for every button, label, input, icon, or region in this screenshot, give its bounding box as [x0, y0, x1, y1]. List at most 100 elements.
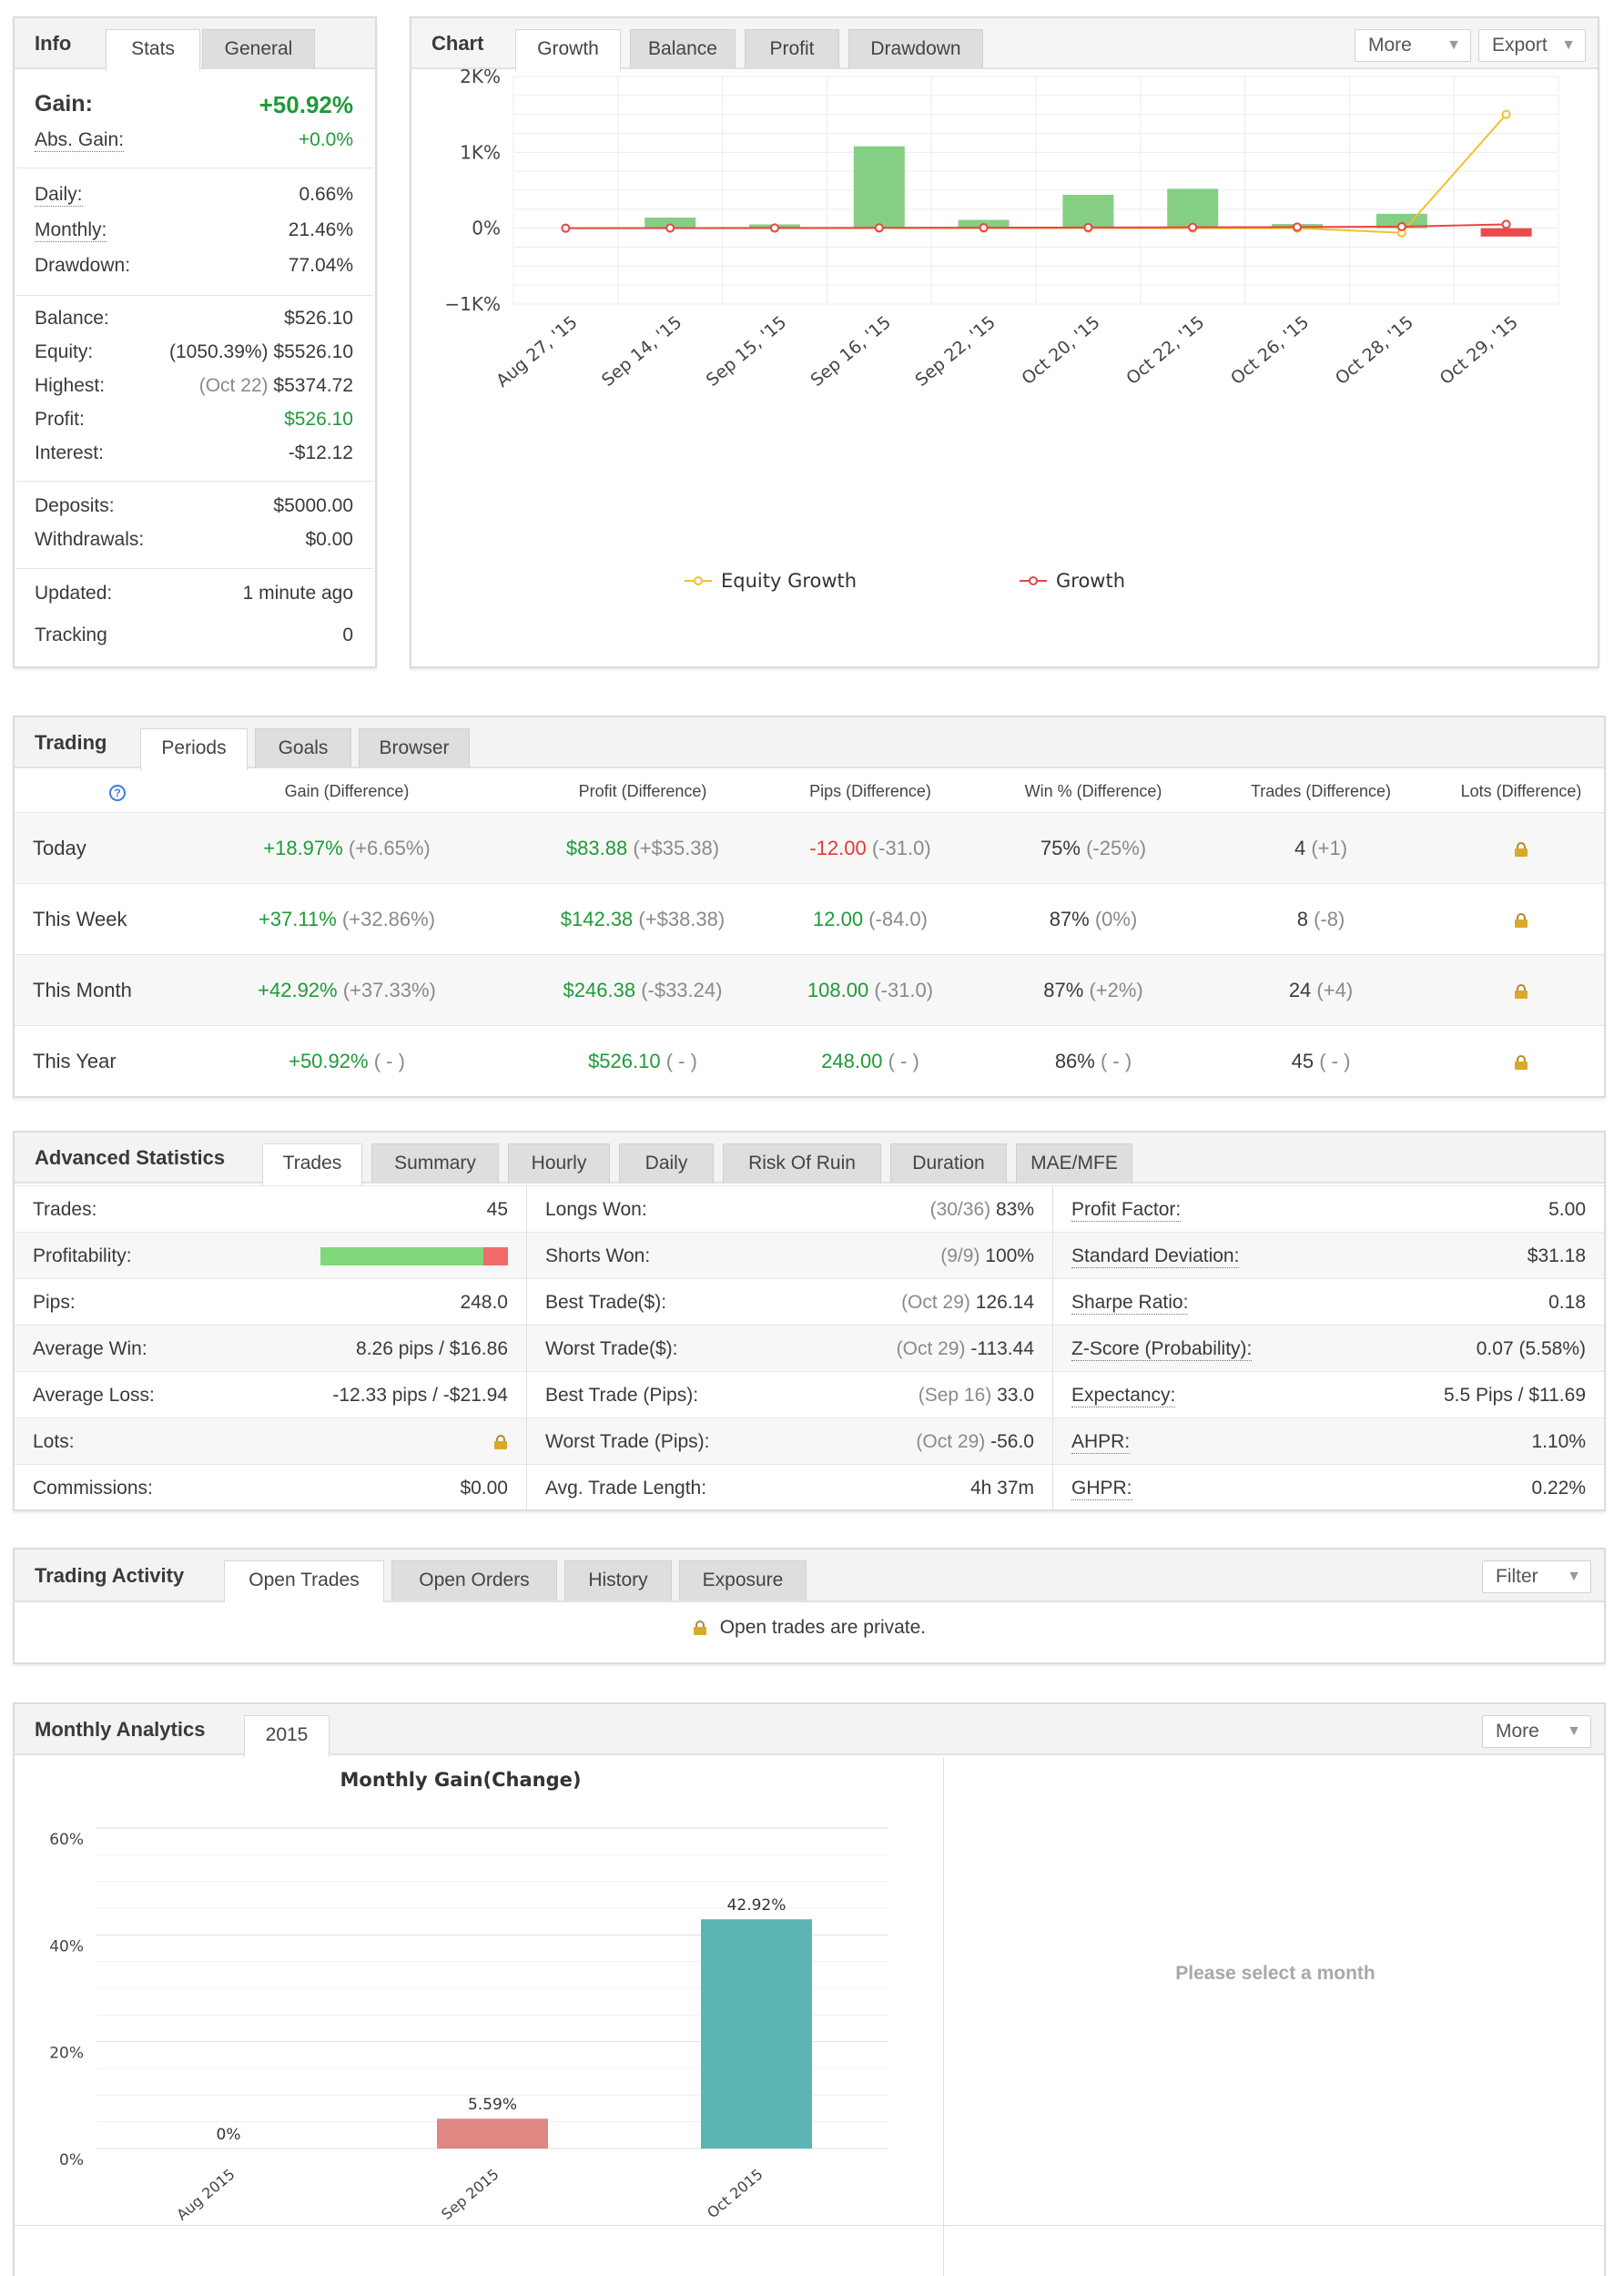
growth-point — [1188, 222, 1198, 232]
trades-difference: (+4) — [1316, 979, 1354, 1001]
stat-value-group: (Oct 29) -113.44 — [897, 1326, 1034, 1372]
legend-marker — [694, 576, 703, 585]
export-label: Export — [1492, 35, 1548, 56]
stat-label: Worst Trade (Pips): — [545, 1431, 710, 1452]
stat-label[interactable]: Sharpe Ratio: — [1071, 1292, 1189, 1315]
table-row: Today +18.97% (+6.65%) $83.88 (+$35.38) -12… — [15, 812, 1604, 883]
col-header-win: Win % (Difference) — [1024, 782, 1162, 800]
divider — [16, 295, 373, 296]
monthly-title: Monthly Analytics — [35, 1718, 206, 1741]
chart-title: Chart — [431, 32, 484, 55]
daily-label[interactable]: Daily: — [35, 184, 83, 207]
stat-value: -56.0 — [990, 1431, 1034, 1452]
stat-row: Average Win: 8.26 pips / $16.86 — [15, 1325, 526, 1371]
stat-value: 5.5 Pips / $11.69 — [1443, 1385, 1586, 1406]
withdrawals-value: $0.00 — [305, 529, 353, 550]
profit-difference: (+$35.38) — [633, 837, 720, 859]
tab-2015[interactable]: 2015 — [244, 1715, 330, 1757]
stat-row: Best Trade (Pips): (Sep 16) 33.0 — [527, 1371, 1052, 1417]
monthly-label[interactable]: Monthly: — [35, 219, 107, 242]
stat-value: -113.44 — [970, 1338, 1034, 1359]
more-dropdown[interactable]: More ▼ — [1355, 29, 1471, 62]
drawdown-label: Drawdown: — [35, 255, 131, 276]
stat-row: Profitability: — [15, 1232, 526, 1278]
stat-value-group: (Oct 29) -56.0 — [916, 1418, 1034, 1465]
x-tick-label: Sep 2015 — [438, 2166, 502, 2223]
cell-pips: 248.00 ( - ) — [752, 1026, 989, 1097]
growth-bar — [645, 218, 696, 229]
stat-value: 0.18 — [1548, 1292, 1586, 1313]
stat-value-group: 0.07 (5.58%) — [1477, 1326, 1586, 1372]
cell-gain: +18.97% (+6.65%) — [197, 813, 497, 884]
stat-label[interactable]: AHPR: — [1071, 1431, 1131, 1454]
tab-stats[interactable]: Stats — [106, 29, 200, 71]
stat-row: Expectancy: 5.5 Pips / $11.69 — [1053, 1371, 1604, 1417]
export-dropdown[interactable]: Export ▼ — [1478, 29, 1586, 62]
tab-periods[interactable]: Periods — [140, 728, 248, 770]
activity-title: Trading Activity — [35, 1564, 185, 1587]
divider — [16, 568, 373, 569]
stat-label: Worst Trade($): — [545, 1338, 678, 1359]
stat-label[interactable]: Z-Score (Probability): — [1071, 1338, 1253, 1361]
info-header: Info Stats General — [15, 18, 375, 71]
win-value: 86% — [1054, 1050, 1095, 1072]
lock-icon — [1514, 984, 1528, 999]
tab-browser[interactable]: Browser — [359, 728, 470, 768]
y-tick-label: −1K% — [444, 293, 501, 315]
tab-trades[interactable]: Trades — [262, 1143, 362, 1185]
tab-profit[interactable]: Profit — [745, 29, 839, 69]
cell-profit: $83.88 (+$35.38) — [497, 813, 788, 884]
tab-balance[interactable]: Balance — [630, 29, 736, 69]
stat-label[interactable]: Standard Deviation: — [1071, 1245, 1240, 1268]
tab-open-trades[interactable]: Open Trades — [224, 1560, 384, 1602]
tab-open-orders[interactable]: Open Orders — [391, 1560, 557, 1600]
filter-dropdown[interactable]: Filter ▼ — [1482, 1560, 1591, 1593]
table-row: This Week +37.11% (+32.86%) $142.38 (+$38.… — [15, 883, 1604, 954]
x-tick-label: Aug 2015 — [173, 2166, 238, 2223]
stat-label[interactable]: Profit Factor: — [1071, 1199, 1182, 1222]
col-header-lots: Lots (Difference) — [1460, 782, 1582, 800]
stat-value: 33.0 — [997, 1385, 1034, 1406]
tab-exposure[interactable]: Exposure — [679, 1560, 807, 1600]
x-tick-label: Sep 22, '15 — [911, 312, 1000, 391]
growth-point — [1293, 222, 1302, 232]
tab-hourly[interactable]: Hourly — [508, 1143, 610, 1184]
win-difference: (0%) — [1094, 908, 1138, 930]
help-icon[interactable]: ? — [58, 770, 177, 812]
tab-summary[interactable]: Summary — [371, 1143, 499, 1184]
equity-value-group: (1050.39%) $5526.10 — [169, 341, 353, 363]
stat-label: Average Loss: — [33, 1385, 155, 1406]
lock-icon — [1514, 842, 1528, 857]
tracking-label: Tracking — [35, 625, 107, 645]
monthly-gain-chart: Monthly Gain(Change) 60% 40% 20% 0% 0% Aug 201… — [49, 1769, 888, 2223]
withdrawals-label: Withdrawals: — [35, 529, 145, 550]
tab-drawdown[interactable]: Drawdown — [848, 29, 983, 69]
tab-mae-mfe[interactable]: MAE/MFE — [1016, 1143, 1132, 1184]
tab-daily[interactable]: Daily — [619, 1143, 714, 1184]
cell-gain: +42.92% (+37.33%) — [197, 955, 497, 1026]
gain-difference: (+32.86%) — [341, 908, 436, 930]
cell-trades: 4 (+1) — [1189, 813, 1453, 884]
stat-label[interactable]: GHPR: — [1071, 1478, 1132, 1500]
tracking-value[interactable]: 0 — [342, 625, 353, 645]
stat-value-group: 4h 37m — [970, 1465, 1034, 1511]
abs-gain-label[interactable]: Abs. Gain: — [35, 129, 125, 152]
pips-difference: (-31.0) — [871, 837, 931, 859]
profit-difference: (-$33.24) — [641, 979, 723, 1001]
cell-gain: +50.92% ( - ) — [197, 1026, 497, 1097]
profit-difference: ( - ) — [665, 1050, 697, 1072]
cell-win: 86% ( - ) — [961, 1026, 1225, 1097]
tab-history[interactable]: History — [564, 1560, 672, 1600]
tab-growth[interactable]: Growth — [515, 29, 621, 71]
cell-lots — [1416, 955, 1624, 1026]
tab-risk-of-ruin[interactable]: Risk Of Ruin — [723, 1143, 881, 1184]
tab-duration[interactable]: Duration — [890, 1143, 1007, 1184]
x-tick-label: Sep 14, '15 — [598, 312, 686, 391]
stat-label[interactable]: Expectancy: — [1071, 1385, 1176, 1407]
tab-goals[interactable]: Goals — [255, 728, 351, 768]
tab-general[interactable]: General — [202, 29, 315, 69]
private-message: Open trades are private. — [15, 1617, 1604, 1639]
monthly-more-dropdown[interactable]: More ▼ — [1482, 1715, 1591, 1748]
activity-header: Trading Activity Open Trades Open Orders… — [15, 1550, 1604, 1602]
win-difference: (+2%) — [1089, 979, 1143, 1001]
